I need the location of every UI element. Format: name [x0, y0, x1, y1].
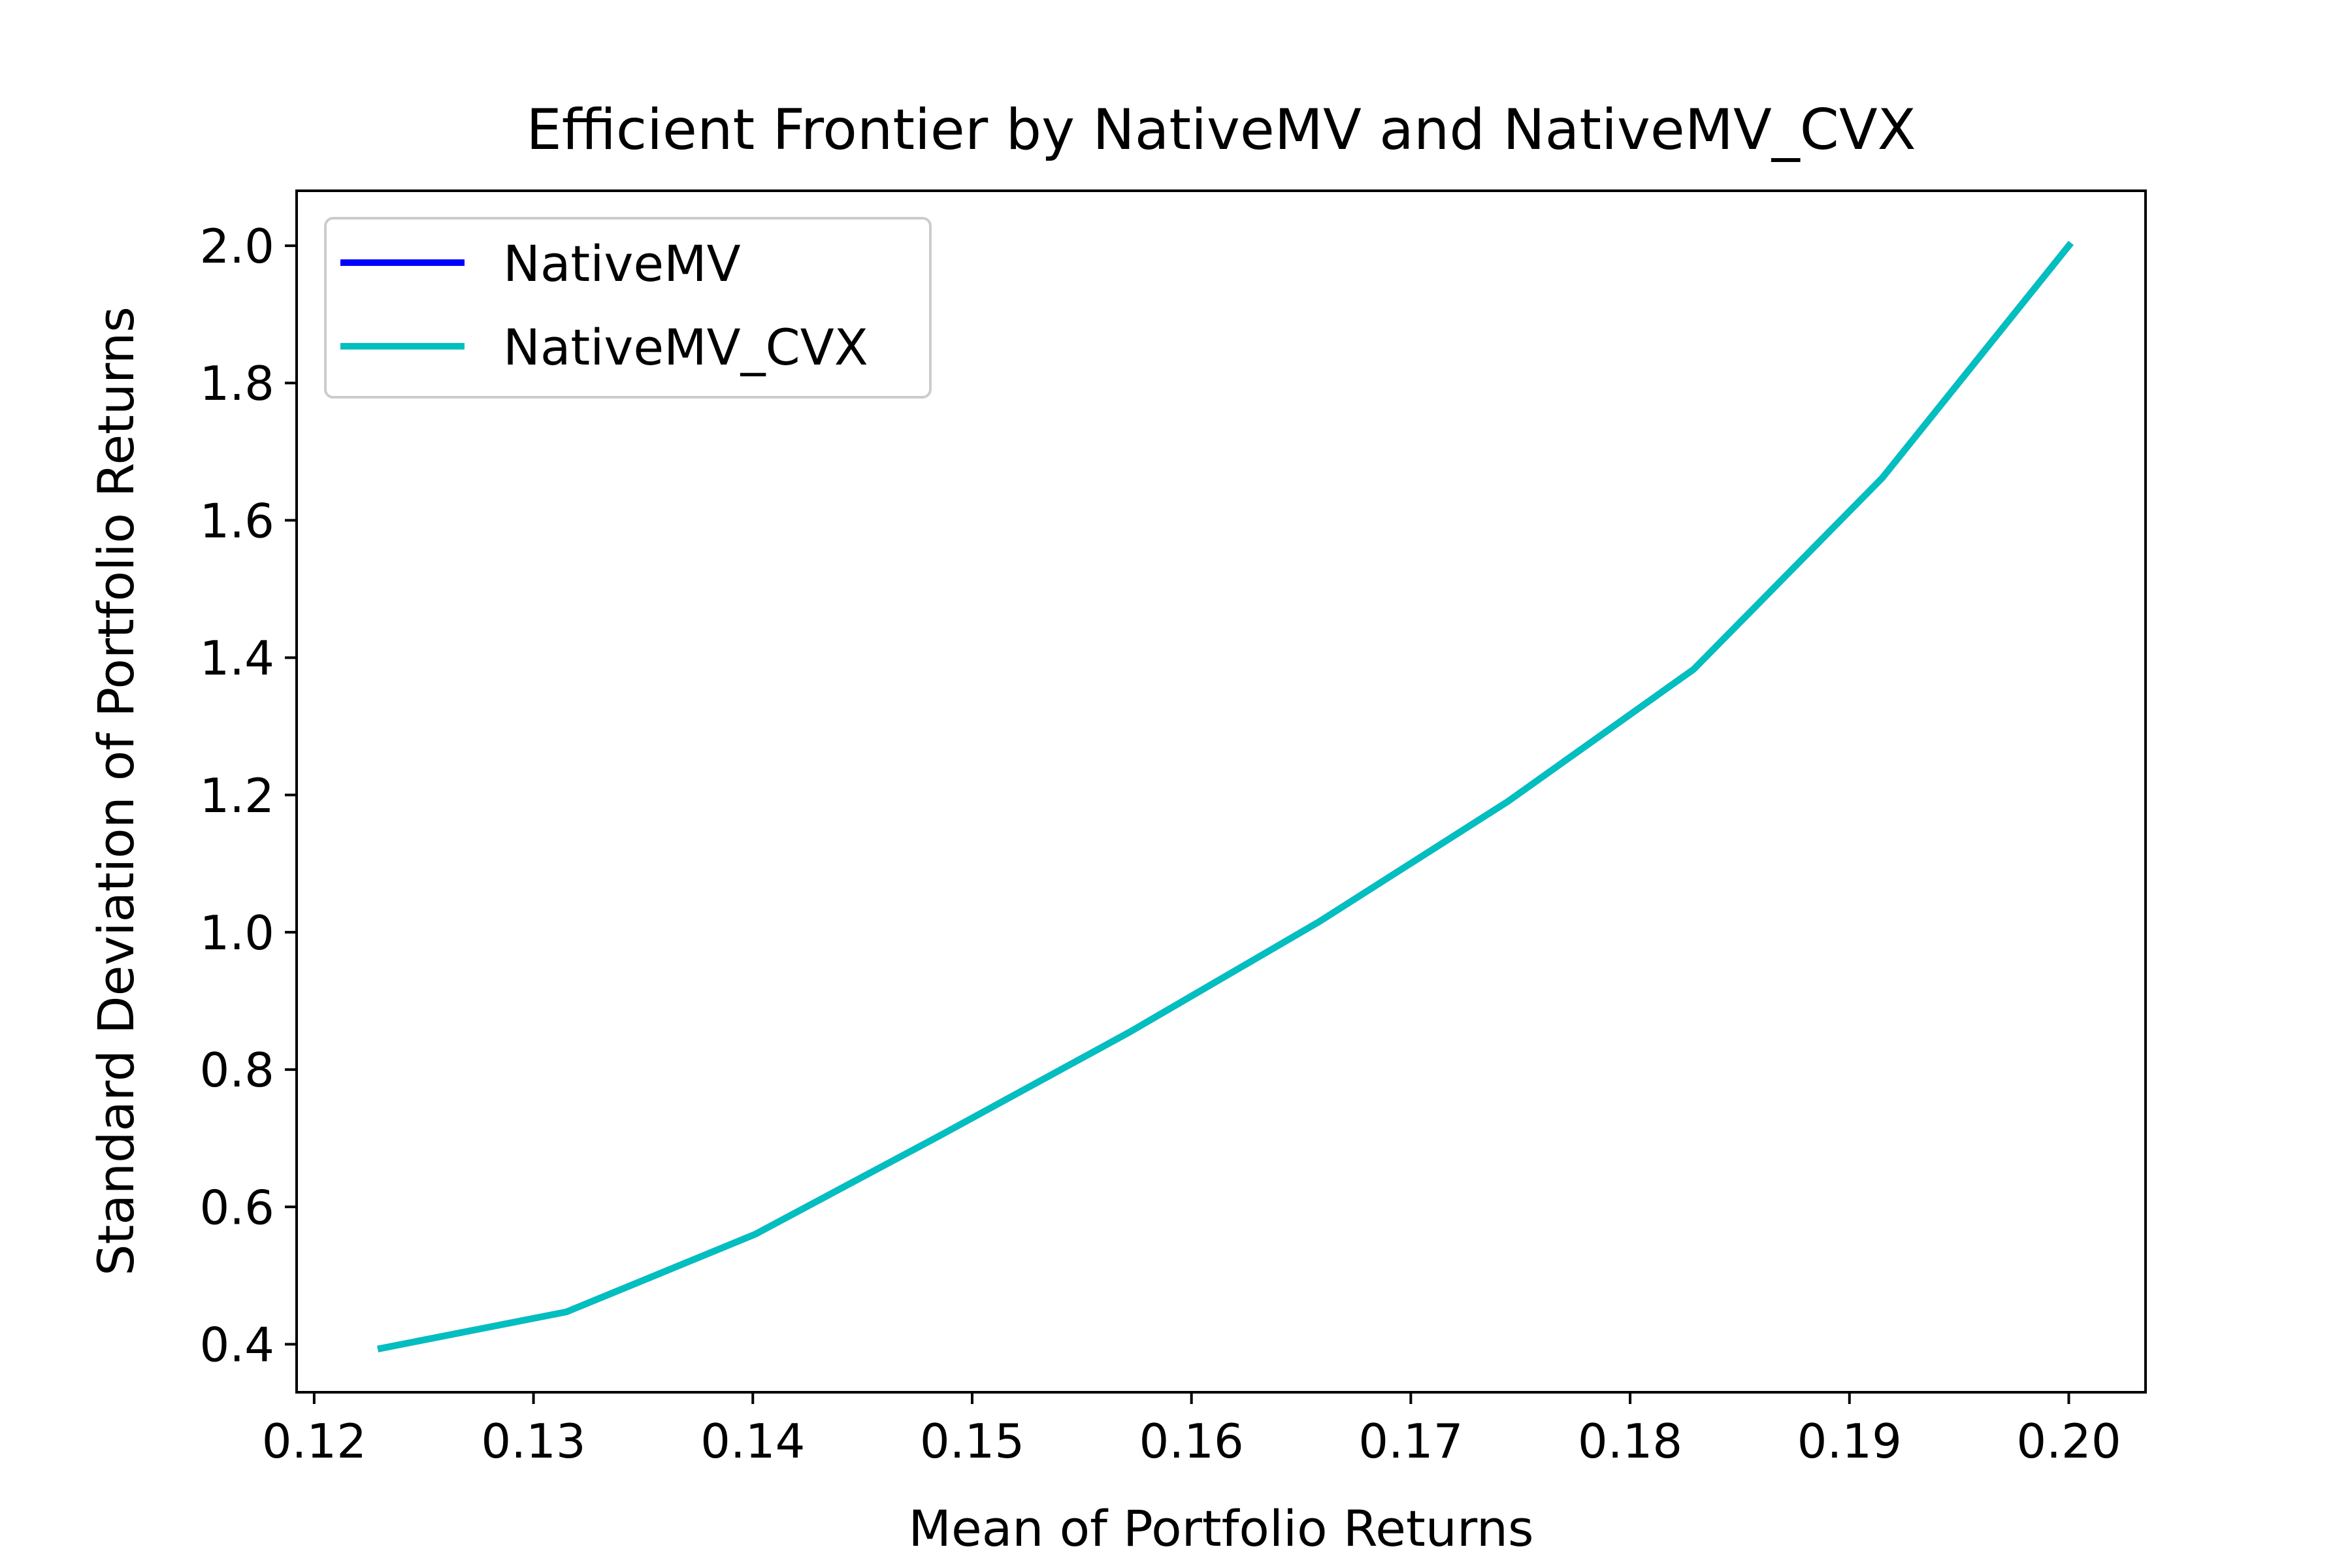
legend-label-nativemv: NativeMV — [503, 235, 741, 293]
y-tick-label: 1.6 — [199, 493, 274, 548]
x-tick-label: 0.18 — [1578, 1414, 1682, 1469]
x-tick-label: 0.14 — [700, 1414, 805, 1469]
y-tick-label: 1.4 — [199, 631, 274, 686]
x-tick-label: 0.13 — [481, 1414, 585, 1469]
y-tick-label: 0.8 — [199, 1043, 274, 1098]
x-tick-label: 0.20 — [2016, 1414, 2121, 1469]
y-axis-ticks: 0.4 0.6 0.8 1.0 1.2 1.4 1.6 1.8 2.0 — [199, 219, 297, 1372]
series-layer — [377, 240, 2074, 1352]
plot-frame — [295, 189, 2147, 1394]
y-tick-label: 2.0 — [199, 219, 274, 274]
x-tick-label: 0.19 — [1797, 1414, 1902, 1469]
chart-title: Efficient Frontier by NativeMV and Nativ… — [526, 97, 1916, 163]
legend-label-nativemv-cvx: NativeMV_CVX — [503, 318, 868, 376]
y-tick-label: 1.2 — [199, 768, 274, 823]
x-axis-ticks: 0.12 0.13 0.14 0.15 0.16 0.17 0.18 0.19 0.20 — [262, 1392, 2121, 1469]
y-tick-label: 0.6 — [199, 1180, 274, 1235]
legend-box — [324, 217, 932, 399]
x-axis-label: Mean of Portfolio Returns — [908, 1499, 1533, 1558]
y-tick-label: 1.8 — [199, 356, 274, 411]
x-tick-label: 0.12 — [262, 1414, 367, 1469]
y-axis-label: Standard Deviation of Portfolio Returns — [87, 306, 145, 1276]
x-tick-label: 0.17 — [1358, 1414, 1463, 1469]
x-tick-label: 0.15 — [920, 1414, 1024, 1469]
series-line-nativemv-cvx — [377, 240, 2074, 1352]
x-tick-label: 0.16 — [1139, 1414, 1244, 1469]
y-tick-label: 0.4 — [199, 1317, 274, 1372]
legend: NativeMV NativeMV_CVX — [324, 217, 932, 399]
y-tick-label: 1.0 — [199, 906, 274, 960]
